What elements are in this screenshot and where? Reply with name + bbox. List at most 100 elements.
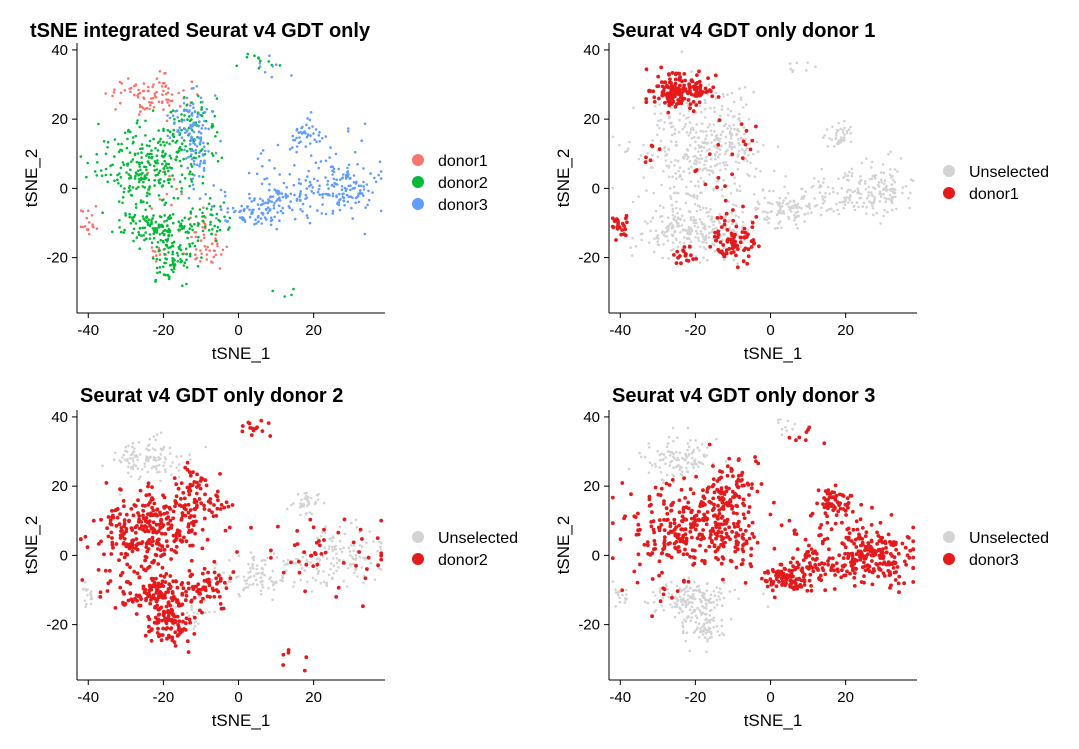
point xyxy=(832,587,837,591)
point xyxy=(795,61,799,65)
point xyxy=(207,583,212,588)
point xyxy=(629,492,633,497)
point xyxy=(180,539,184,544)
point xyxy=(186,236,189,240)
point xyxy=(742,239,746,242)
point xyxy=(712,187,716,190)
point xyxy=(187,217,191,221)
point xyxy=(182,109,186,113)
point xyxy=(240,204,243,208)
point xyxy=(218,507,223,511)
point xyxy=(170,99,174,103)
point xyxy=(311,186,315,189)
point xyxy=(684,639,688,643)
point xyxy=(652,250,656,254)
point xyxy=(750,220,755,225)
point xyxy=(201,100,204,104)
point xyxy=(318,184,321,187)
point xyxy=(705,241,708,245)
point xyxy=(673,84,677,89)
point xyxy=(891,174,894,178)
point xyxy=(827,556,832,561)
point xyxy=(699,208,702,212)
point xyxy=(688,131,692,135)
point xyxy=(884,562,889,567)
point xyxy=(681,539,685,544)
point xyxy=(742,126,746,129)
point xyxy=(634,245,638,248)
point xyxy=(686,157,689,161)
point xyxy=(192,632,197,636)
point xyxy=(695,73,699,77)
point xyxy=(156,241,160,244)
point xyxy=(881,163,885,166)
point xyxy=(708,123,711,126)
point xyxy=(859,192,863,196)
point xyxy=(91,518,96,523)
point xyxy=(179,222,182,226)
point xyxy=(707,442,712,447)
x-tick-label: 20 xyxy=(837,322,854,339)
point xyxy=(863,556,868,561)
point xyxy=(347,195,351,198)
point xyxy=(160,579,165,584)
point xyxy=(796,210,800,214)
point xyxy=(311,576,315,580)
point xyxy=(307,502,310,506)
point xyxy=(738,87,741,90)
point xyxy=(147,85,150,89)
point xyxy=(106,180,109,184)
point xyxy=(183,225,186,228)
point xyxy=(138,105,142,109)
point xyxy=(159,238,162,242)
point xyxy=(736,458,741,462)
point xyxy=(85,545,90,549)
point xyxy=(865,197,869,200)
point xyxy=(331,212,335,215)
point xyxy=(221,248,225,252)
point xyxy=(131,158,135,161)
point xyxy=(696,509,701,514)
point xyxy=(685,456,689,459)
point xyxy=(724,211,729,216)
point xyxy=(125,146,129,150)
point xyxy=(184,539,189,544)
point xyxy=(716,530,721,535)
point xyxy=(162,127,165,131)
point xyxy=(322,570,325,573)
point xyxy=(700,111,703,114)
point xyxy=(776,145,780,148)
point xyxy=(686,91,690,96)
point xyxy=(161,493,165,498)
point xyxy=(211,227,214,231)
point xyxy=(855,527,860,532)
point xyxy=(271,195,275,198)
point xyxy=(162,129,165,132)
point xyxy=(166,237,170,241)
point xyxy=(155,433,159,436)
point xyxy=(139,520,144,524)
point xyxy=(667,80,672,85)
point xyxy=(734,204,738,207)
point xyxy=(180,164,183,168)
point xyxy=(905,553,910,558)
point xyxy=(740,230,745,235)
point xyxy=(226,211,229,214)
point xyxy=(676,532,681,537)
point xyxy=(667,164,671,168)
point xyxy=(212,184,215,187)
point xyxy=(774,584,779,589)
point xyxy=(375,536,380,540)
point xyxy=(694,257,698,261)
point xyxy=(698,449,701,452)
point xyxy=(793,567,797,572)
point xyxy=(837,177,840,181)
point xyxy=(680,456,684,460)
point xyxy=(725,228,730,232)
point xyxy=(698,205,702,208)
point xyxy=(140,151,143,154)
point xyxy=(646,222,649,225)
point xyxy=(677,458,680,462)
point xyxy=(761,210,765,214)
point xyxy=(667,595,671,599)
